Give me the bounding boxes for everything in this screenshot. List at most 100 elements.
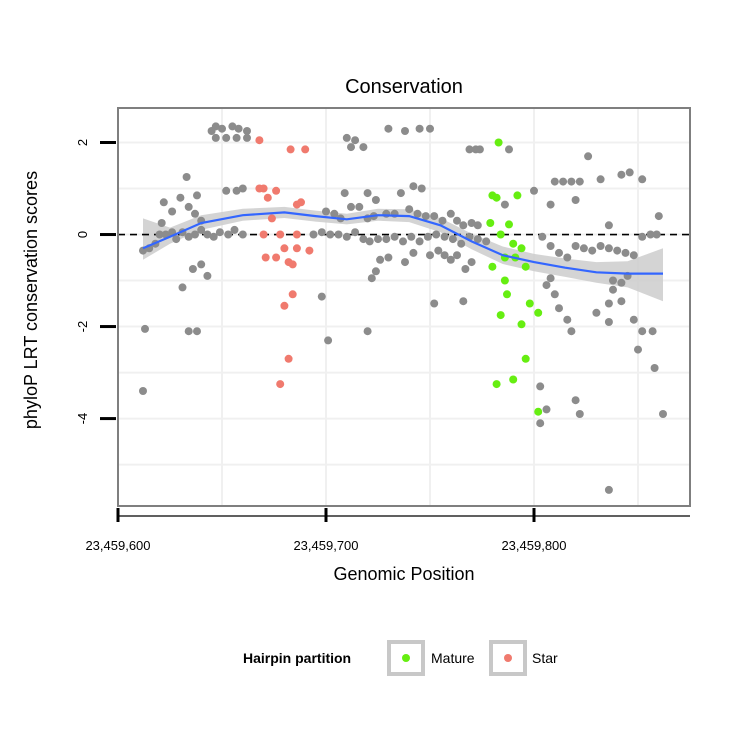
data-point [330,209,339,218]
mature-point [496,230,505,239]
data-point [234,124,243,133]
smooth-trend-line [142,211,663,275]
mature-point [525,299,534,308]
data-point [197,260,206,269]
data-point [659,410,667,418]
mature-point [513,191,522,200]
x-tick-label: 23,459,600 [85,538,150,553]
data-point [191,230,199,239]
mature-point [492,193,501,202]
data-point [184,327,193,336]
data-point [334,230,343,239]
legend-swatch-star [504,654,512,662]
data-point [453,251,461,260]
data-point [390,232,399,241]
data-point [209,232,218,241]
star-point [261,253,270,262]
star-point [305,246,314,255]
data-point [459,221,468,230]
data-point [193,191,201,200]
mature-point [494,138,503,147]
mature-point [534,308,543,317]
data-point [409,182,418,191]
data-point [475,145,484,154]
data-point [347,202,355,211]
plot-panel-border [117,107,691,507]
data-point [457,239,466,248]
data-point [141,324,149,333]
data-point [621,248,630,257]
star-point [276,380,285,389]
data-point [546,200,555,209]
mature-point [488,262,497,271]
data-point [567,177,576,186]
data-point [654,212,663,221]
mature-point [517,244,526,253]
data-point [604,485,613,494]
data-point [172,235,181,244]
data-point [555,304,563,313]
data-point [413,209,422,218]
points-layer [139,122,667,494]
mature-point [496,311,505,320]
star-point [267,214,276,223]
data-point [243,133,251,142]
data-point [542,405,551,414]
data-point [555,248,563,257]
data-point [243,127,251,135]
data-point [407,232,416,241]
data-point [467,258,476,267]
data-point [211,133,220,142]
data-point [538,232,547,241]
mature-point [517,320,526,329]
data-point [232,186,241,195]
data-point [382,235,391,244]
data-point [638,327,647,336]
data-point [401,258,409,267]
star-point [292,230,301,239]
data-point [222,133,231,142]
data-point [625,168,634,177]
data-point [230,225,239,234]
data-point [440,232,449,241]
data-point [596,242,605,250]
star-point [301,145,310,154]
data-point [430,299,439,308]
data-point [415,237,424,246]
data-point [613,246,622,255]
legend-label-mature: Mature [431,650,475,666]
star-point [263,193,272,202]
data-point [604,244,613,253]
axes: 23,459,600 23,459,700 23,459,800 2 0 -2 -4 [75,139,690,553]
mature-point [509,375,518,384]
data-point [224,230,233,239]
data-point [371,267,380,276]
data-point [650,364,659,372]
data-point [178,283,187,292]
y-tick-label: -2 [75,321,90,333]
data-point [500,200,509,209]
data-point [193,327,201,336]
data-point [363,327,372,336]
data-point [646,230,655,239]
data-point [575,410,584,418]
data-point [139,387,147,395]
data-point [629,251,638,260]
data-point [232,133,241,142]
data-point [203,271,212,280]
data-point [604,221,613,230]
data-point [340,189,349,198]
data-point [465,145,474,154]
data-point [184,232,193,241]
data-point [617,278,626,287]
data-point [579,244,588,253]
data-point [326,230,335,239]
star-point [259,184,268,193]
mature-point [503,290,511,299]
y-tick-label: 0 [75,231,90,238]
star-point [292,200,301,209]
mature-point [505,220,513,229]
x-tick-label: 23,459,700 [293,538,358,553]
chart-title: Conservation [345,76,463,98]
